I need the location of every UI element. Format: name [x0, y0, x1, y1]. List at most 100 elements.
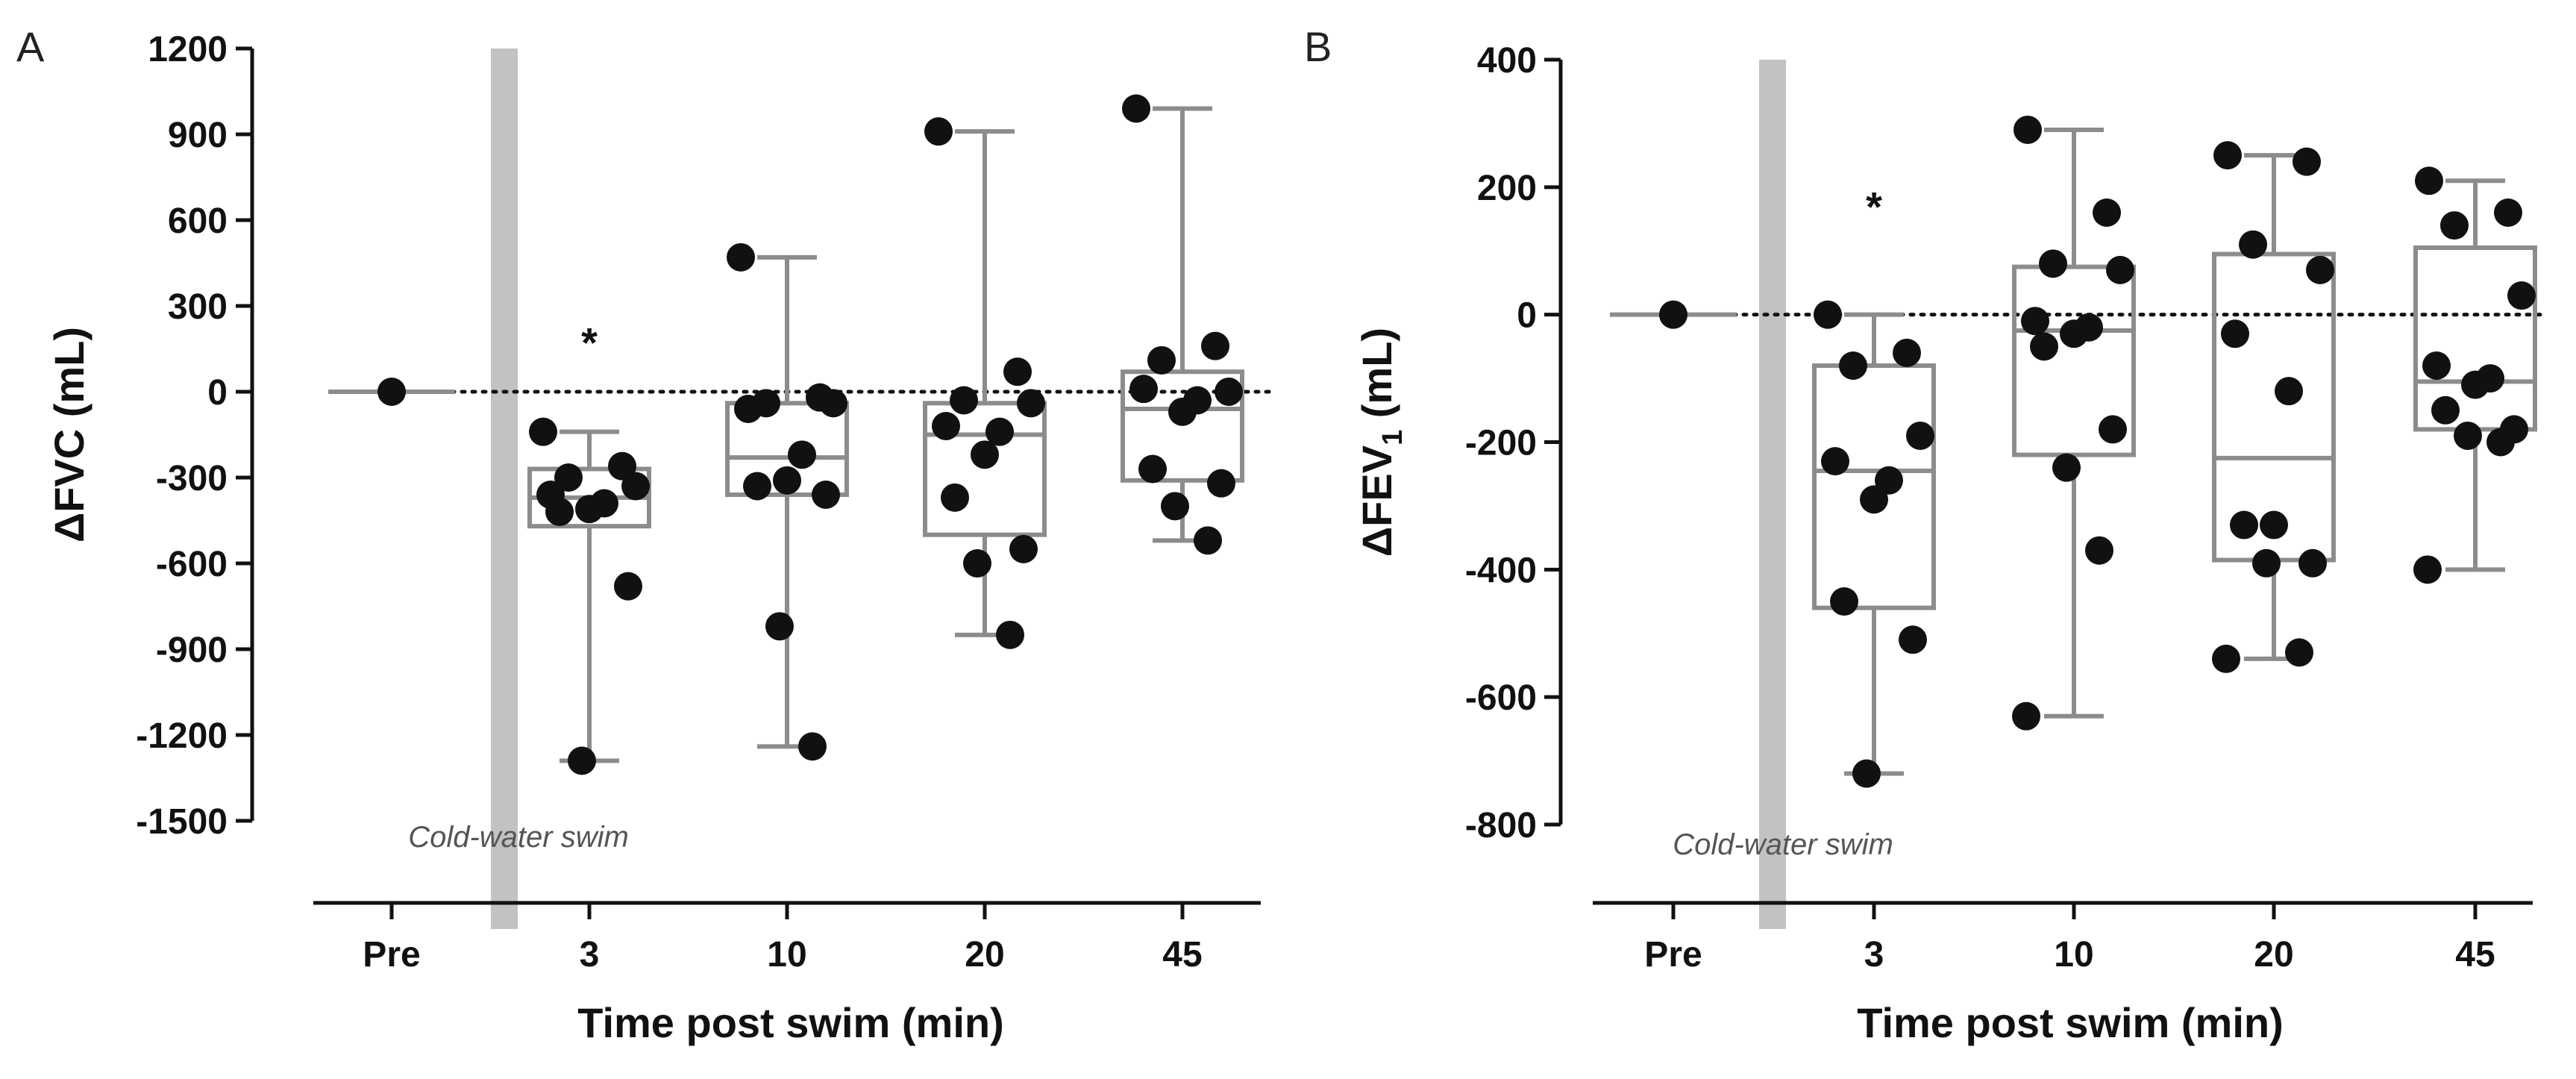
- data-point: [1875, 466, 1903, 495]
- box-group-45: [1121, 94, 1244, 555]
- y-axis-title-main: ΔFVC (mL): [46, 327, 93, 542]
- data-point: [2461, 370, 2489, 399]
- data-point: [614, 572, 642, 601]
- data-point: [1201, 331, 1229, 360]
- data-point: [743, 472, 771, 501]
- y-tick-label: 600: [168, 201, 228, 241]
- data-point: [2415, 166, 2443, 196]
- y-tick-label: -900: [156, 631, 228, 670]
- panel-letter: A: [16, 23, 45, 70]
- y-axis-title: ΔFVC (mL): [46, 327, 93, 542]
- x-tick-label: 10: [767, 935, 806, 975]
- y-tick-label: 0: [1517, 296, 1537, 336]
- x-tick-label: 20: [2254, 935, 2293, 975]
- data-point: [2212, 644, 2240, 673]
- data-point: [2099, 415, 2127, 444]
- x-tick-label: 10: [2054, 935, 2093, 975]
- data-point: [1168, 397, 1197, 426]
- data-point: [996, 620, 1024, 649]
- panel-b: B Cold-water swim 400 200 0 -200 -400 -600 -800 Δ…: [1304, 23, 2550, 1046]
- data-point: [2413, 555, 2442, 584]
- box-iqr: [725, 401, 849, 497]
- data-point: [2085, 536, 2113, 565]
- data-point: [1161, 492, 1189, 521]
- data-point: [1830, 587, 1858, 616]
- data-point: [2093, 198, 2121, 227]
- box-iqr: [2012, 264, 2136, 457]
- data-point: [2494, 198, 2522, 227]
- box-group-Pre: [1610, 300, 1737, 329]
- data-point: [985, 417, 1014, 446]
- box-group-3: [1812, 300, 1936, 788]
- significance-marker: *: [581, 319, 598, 366]
- data-point: [765, 612, 794, 641]
- data-point: [1003, 357, 1032, 387]
- data-point: [1122, 94, 1150, 123]
- data-point: [2213, 141, 2242, 170]
- x-tick-label: 3: [580, 935, 600, 975]
- data-point: [963, 549, 991, 578]
- data-point: [2030, 332, 2058, 361]
- data-point: [2454, 421, 2482, 450]
- data-point: [1138, 454, 1167, 484]
- data-point: [2039, 249, 2067, 278]
- y-tick-label: 1200: [148, 30, 228, 69]
- data-point: [1207, 469, 1235, 498]
- data-point: [2260, 510, 2288, 540]
- box-group-45: [2413, 166, 2537, 584]
- data-point: [621, 472, 650, 501]
- data-point: [1215, 378, 1243, 406]
- y-axis-title-subscript: 1: [1377, 430, 1408, 445]
- data-point: [2230, 510, 2258, 540]
- box-group-10: [725, 243, 849, 761]
- data-point: [554, 463, 583, 492]
- data-point: [1194, 526, 1222, 555]
- data-point: [2293, 147, 2321, 176]
- y-axis-title-units: (mL): [1353, 328, 1400, 430]
- data-point: [2060, 319, 2088, 348]
- data-point: [2486, 428, 2515, 457]
- data-point: [798, 732, 827, 761]
- x-tick-label: 3: [1864, 935, 1884, 975]
- data-point: [2431, 395, 2460, 425]
- data-point: [2221, 319, 2249, 348]
- data-point: [1147, 345, 1176, 375]
- data-point: [2012, 701, 2040, 731]
- data-point: [950, 386, 978, 415]
- y-tick-label: 300: [168, 287, 228, 327]
- data-point: [2021, 307, 2049, 336]
- y-tick-label: -800: [1465, 806, 1537, 845]
- data-point: [1906, 421, 1934, 450]
- x-axis-title: Time post swim (min): [577, 999, 1003, 1046]
- box-group-20: [2212, 141, 2336, 673]
- data-point: [568, 746, 596, 775]
- y-axis-title-main: ΔFEV: [1353, 445, 1400, 557]
- data-point: [788, 440, 816, 469]
- data-point: [2298, 548, 2327, 578]
- data-point: [1893, 338, 1921, 367]
- y-tick-label: -200: [1465, 424, 1537, 463]
- box-iqr: [923, 401, 1047, 537]
- data-point: [2306, 255, 2334, 284]
- box-iqr: [2413, 245, 2537, 432]
- data-point: [575, 495, 604, 524]
- y-tick-label: 200: [1477, 169, 1537, 208]
- data-point: [1009, 534, 1038, 563]
- y-tick-label: -300: [156, 459, 228, 498]
- data-point: [819, 389, 847, 418]
- y-tick-label: 900: [168, 116, 228, 155]
- data-point: [727, 243, 755, 272]
- data-point: [2014, 115, 2042, 144]
- data-point: [608, 451, 636, 481]
- data-point: [924, 117, 953, 146]
- data-point: [773, 466, 801, 495]
- data-point: [1129, 375, 1158, 404]
- data-point: [545, 498, 574, 526]
- y-tick-label: -600: [156, 545, 228, 584]
- data-point: [2285, 638, 2313, 667]
- intervention-label: Cold-water swim: [408, 821, 629, 854]
- y-tick-label: -1500: [136, 802, 228, 842]
- data-point: [971, 440, 999, 469]
- data-point: [1821, 447, 1849, 476]
- data-point: [1814, 300, 1842, 329]
